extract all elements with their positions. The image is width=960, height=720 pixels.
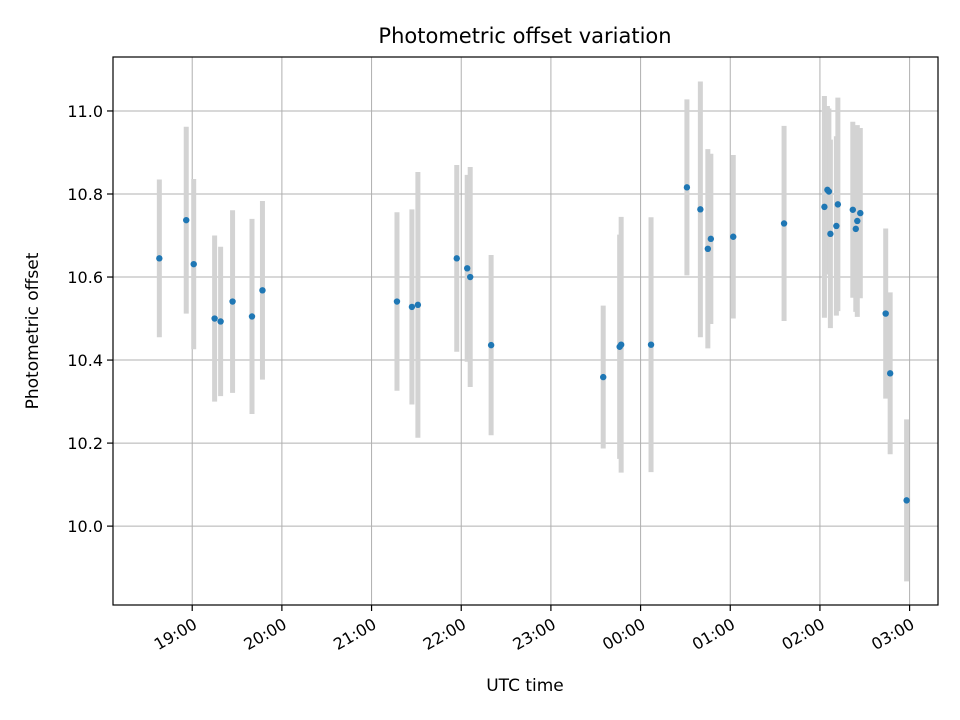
data-point bbox=[833, 222, 840, 230]
data-point bbox=[730, 233, 737, 240]
data-point bbox=[886, 370, 894, 377]
data-point bbox=[854, 217, 861, 225]
grid bbox=[113, 57, 938, 605]
y-tick-label: 11.0 bbox=[67, 102, 103, 121]
data-point bbox=[882, 310, 889, 317]
data-points bbox=[156, 184, 910, 504]
data-point bbox=[707, 235, 715, 243]
y-tick-label: 10.6 bbox=[67, 268, 103, 287]
data-point bbox=[414, 301, 422, 309]
data-point bbox=[780, 220, 788, 227]
y-tick-label: 10.0 bbox=[67, 517, 103, 536]
chart-title: Photometric offset variation bbox=[378, 24, 671, 48]
data-point bbox=[683, 184, 691, 191]
data-point bbox=[211, 315, 218, 322]
data-point bbox=[464, 265, 471, 272]
data-point bbox=[248, 313, 256, 320]
data-point bbox=[183, 216, 190, 224]
data-point bbox=[821, 203, 828, 211]
y-axis-label: Photometric offset bbox=[23, 252, 43, 409]
y-axis: 10.0 10.2 10.4 10.6 10.8 11.0 bbox=[67, 102, 113, 536]
y-tick-label: 10.2 bbox=[67, 434, 103, 453]
data-point bbox=[852, 225, 859, 233]
data-point bbox=[704, 245, 712, 252]
data-point bbox=[600, 373, 607, 381]
data-point bbox=[487, 341, 495, 349]
data-point bbox=[259, 287, 266, 294]
x-axis-label: UTC time bbox=[486, 676, 564, 696]
data-point bbox=[647, 341, 655, 348]
data-point bbox=[467, 273, 474, 281]
data-point bbox=[453, 255, 460, 262]
data-point bbox=[156, 255, 163, 262]
data-point bbox=[827, 230, 834, 238]
data-point bbox=[190, 260, 197, 268]
data-point bbox=[617, 341, 625, 348]
data-point bbox=[834, 201, 842, 208]
y-tick-label: 10.8 bbox=[67, 185, 103, 204]
data-point bbox=[408, 303, 416, 311]
data-point bbox=[825, 188, 833, 195]
data-point bbox=[857, 209, 864, 217]
data-point bbox=[393, 298, 401, 305]
data-point bbox=[229, 298, 236, 305]
data-point bbox=[903, 497, 910, 504]
y-tick-label: 10.4 bbox=[67, 351, 103, 370]
data-point bbox=[849, 206, 857, 213]
data-point bbox=[217, 318, 224, 325]
data-point bbox=[697, 206, 704, 213]
plot-frame bbox=[112, 56, 939, 606]
